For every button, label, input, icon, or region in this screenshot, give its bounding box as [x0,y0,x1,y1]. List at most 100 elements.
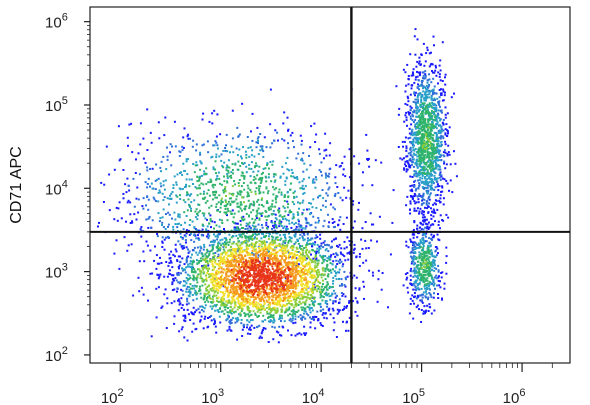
data-point [332,226,335,229]
data-point [198,268,201,271]
data-point [176,226,179,229]
data-point [324,132,327,135]
data-point [420,143,423,146]
data-point [439,173,441,175]
data-point [240,318,243,321]
data-point [156,233,159,235]
data-point [332,238,335,241]
data-point [226,164,229,167]
data-point [225,133,228,136]
data-point [275,187,278,190]
data-point [147,198,150,201]
data-point [211,248,214,251]
data-point [203,271,206,274]
data-point [191,330,194,333]
data-point [192,274,195,277]
data-point [243,188,246,191]
data-point [229,311,232,314]
data-point [301,201,304,204]
data-point [131,221,134,224]
data-point [409,117,412,120]
data-point [421,159,424,162]
data-point [249,227,252,229]
data-points-layer [97,28,458,344]
data-point [251,252,254,254]
data-point [336,308,339,311]
data-point [431,238,433,241]
data-point [271,253,274,255]
data-point [432,170,435,173]
data-point [211,198,214,201]
data-point [319,291,322,294]
data-point [166,158,169,161]
data-point [240,310,243,313]
data-point [291,249,294,252]
data-point [441,190,444,193]
data-point [258,187,261,190]
data-point [337,192,340,194]
data-point [418,255,421,258]
data-point [416,274,419,277]
data-point [435,92,438,95]
data-point [426,118,429,121]
data-point [429,163,432,166]
data-point [307,263,310,266]
data-point [426,186,429,189]
data-point [233,180,236,183]
data-point [224,208,227,210]
data-point [417,142,420,145]
data-point [343,240,346,243]
data-point [419,112,422,115]
data-point [354,287,357,290]
data-point [424,98,427,101]
data-point [422,312,425,315]
data-point [435,277,438,280]
data-point [409,274,412,277]
data-point [240,322,243,325]
data-point [162,184,165,187]
data-point [430,81,433,84]
data-point [437,189,440,192]
data-point [421,153,424,156]
data-point [238,245,241,248]
data-point [439,227,441,230]
data-point [412,133,415,136]
data-point [351,203,354,206]
data-point [420,309,423,311]
data-point [255,146,258,149]
data-point [188,233,191,236]
data-point [417,106,419,109]
data-point [426,112,429,115]
data-point [286,228,289,230]
data-point [213,254,216,257]
data-point [302,290,305,293]
data-point [432,99,435,102]
data-point [258,324,261,327]
data-point [222,295,225,298]
data-point [362,261,365,264]
data-point [279,305,282,307]
data-point [325,288,328,291]
data-point [258,243,261,246]
data-point [255,237,258,240]
data-point [411,184,414,187]
data-point [310,300,313,303]
data-point [439,59,442,62]
data-point [264,167,267,170]
data-point [324,302,327,304]
data-point [413,262,416,265]
data-point [299,244,302,247]
data-point [441,135,444,138]
data-point [422,238,425,241]
data-point [256,212,259,215]
data-point [267,173,270,176]
data-point [429,161,432,164]
data-point [405,244,408,247]
data-point [237,240,240,243]
data-point [420,166,423,168]
data-point [279,239,282,241]
data-point [424,70,427,73]
data-point [418,244,421,247]
data-point [413,281,416,284]
data-point [410,150,413,153]
